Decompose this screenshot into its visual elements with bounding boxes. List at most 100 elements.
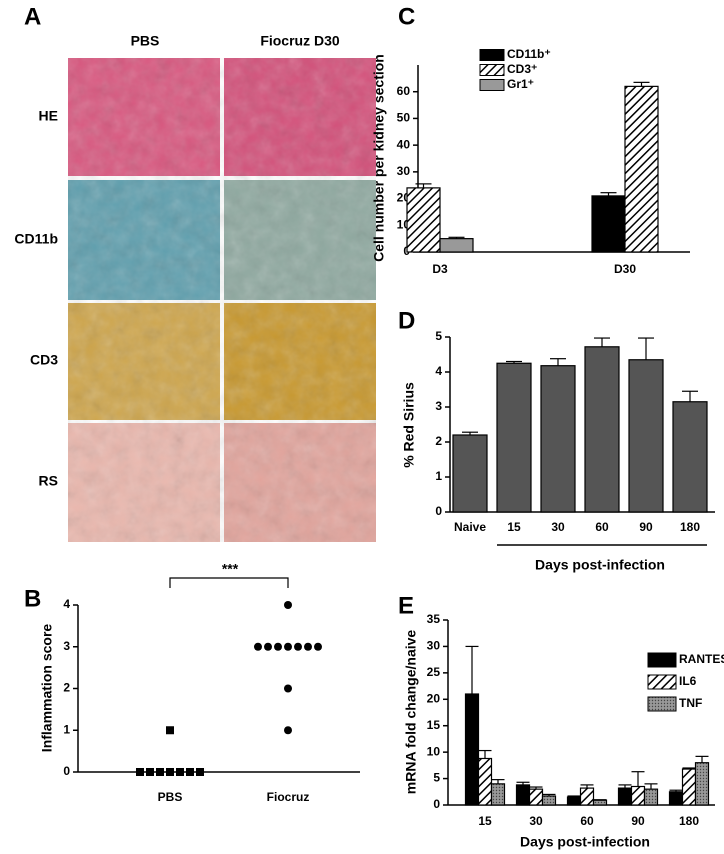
error-bar — [516, 781, 530, 785]
panel-letter: B — [24, 585, 41, 612]
y-tick-label: 3 — [63, 639, 70, 653]
bar — [672, 401, 708, 513]
y-tick-label: 50 — [397, 111, 411, 125]
error-bar — [465, 645, 479, 694]
point — [284, 642, 292, 651]
y-tick-label: 0 — [435, 504, 442, 518]
bar — [528, 788, 544, 806]
y-tick-label: 40 — [397, 137, 411, 151]
x-tick-label: 15 — [478, 814, 492, 828]
bar — [496, 362, 532, 513]
row-label: HE — [39, 108, 58, 124]
bar — [406, 187, 441, 253]
bar — [540, 365, 576, 513]
y-tick-label: 2 — [63, 681, 70, 695]
point — [166, 726, 174, 735]
error-bar — [593, 799, 607, 801]
y-tick-label: 10 — [427, 744, 441, 758]
error-bar — [644, 783, 658, 790]
error-bar — [682, 390, 698, 402]
error-bar — [491, 779, 505, 784]
texture — [68, 58, 376, 542]
x-tick-label: 15 — [507, 520, 521, 534]
point — [196, 768, 204, 776]
bar — [628, 359, 664, 513]
y-tick-label: 1 — [435, 469, 442, 483]
error-bar — [529, 786, 543, 790]
bar — [490, 783, 506, 806]
bar — [566, 796, 582, 806]
x-tick-label: PBS — [158, 790, 183, 804]
bar — [681, 768, 697, 806]
point — [176, 768, 184, 776]
legend-swatch — [647, 674, 677, 690]
legend-swatch — [479, 79, 505, 91]
bar — [591, 195, 626, 253]
error-bar — [542, 793, 556, 797]
x-axis-label: Days post-infection — [520, 834, 650, 850]
point — [264, 642, 272, 651]
error-bar — [669, 789, 683, 792]
point — [284, 684, 292, 693]
y-axis-label: Inflammation score — [39, 624, 55, 753]
x-tick-label: 30 — [551, 520, 565, 534]
error-bar — [462, 431, 478, 435]
y-axis-label: % Red Sirius — [401, 382, 417, 468]
point — [304, 642, 312, 651]
error-bar — [633, 81, 650, 87]
panel-a: A PBS Fiocruz D30 HE CD11b CD3 RS — [14, 3, 376, 542]
row-label: CD11b — [14, 231, 58, 247]
panel-letter: A — [24, 3, 41, 30]
bar — [592, 799, 608, 806]
error-bar — [550, 358, 566, 366]
bar — [464, 693, 480, 806]
annotation: *** — [222, 561, 239, 577]
bar — [630, 785, 646, 806]
panel-letter: E — [398, 592, 414, 619]
legend-label: RANTES — [679, 652, 724, 666]
error-bar — [631, 771, 645, 787]
bar — [579, 787, 595, 806]
bar — [439, 238, 474, 253]
legend-label: TNF — [679, 696, 702, 710]
error-bar — [594, 337, 610, 347]
point — [274, 642, 282, 651]
column-label: PBS — [131, 33, 160, 49]
x-tick-label: D3 — [432, 262, 448, 276]
significance-bracket — [169, 577, 289, 588]
x-tick-label: 60 — [595, 520, 609, 534]
legend-swatch — [479, 49, 505, 61]
error-bar — [695, 755, 709, 763]
panel-letter: D — [398, 307, 415, 334]
point — [294, 642, 302, 651]
y-tick-label: 30 — [427, 639, 441, 653]
legend-label: Gr1⁺ — [507, 77, 534, 91]
column-label: Fiocruz D30 — [260, 33, 340, 49]
x-tick-label: Fiocruz — [267, 790, 310, 804]
bar — [668, 791, 684, 806]
error-bar — [618, 784, 632, 789]
bar — [584, 346, 620, 513]
y-tick-label: 5 — [433, 771, 440, 785]
bar — [541, 795, 557, 806]
bar — [624, 85, 659, 253]
point — [156, 768, 164, 776]
error-bar — [638, 337, 654, 360]
legend-swatch — [479, 64, 505, 76]
point — [284, 601, 292, 609]
x-tick-label: 90 — [631, 814, 645, 828]
error-bar — [600, 192, 617, 196]
x-tick-label: 180 — [680, 520, 700, 534]
point — [314, 642, 322, 651]
bar — [477, 757, 493, 806]
error-bar — [580, 784, 594, 789]
error-bar — [567, 795, 581, 798]
point — [254, 642, 262, 651]
point — [166, 768, 174, 776]
y-tick-label: 20 — [427, 691, 441, 705]
error-bar — [682, 767, 696, 770]
x-tick-label: 30 — [529, 814, 543, 828]
point — [186, 768, 194, 776]
row-label: CD3 — [30, 352, 58, 368]
